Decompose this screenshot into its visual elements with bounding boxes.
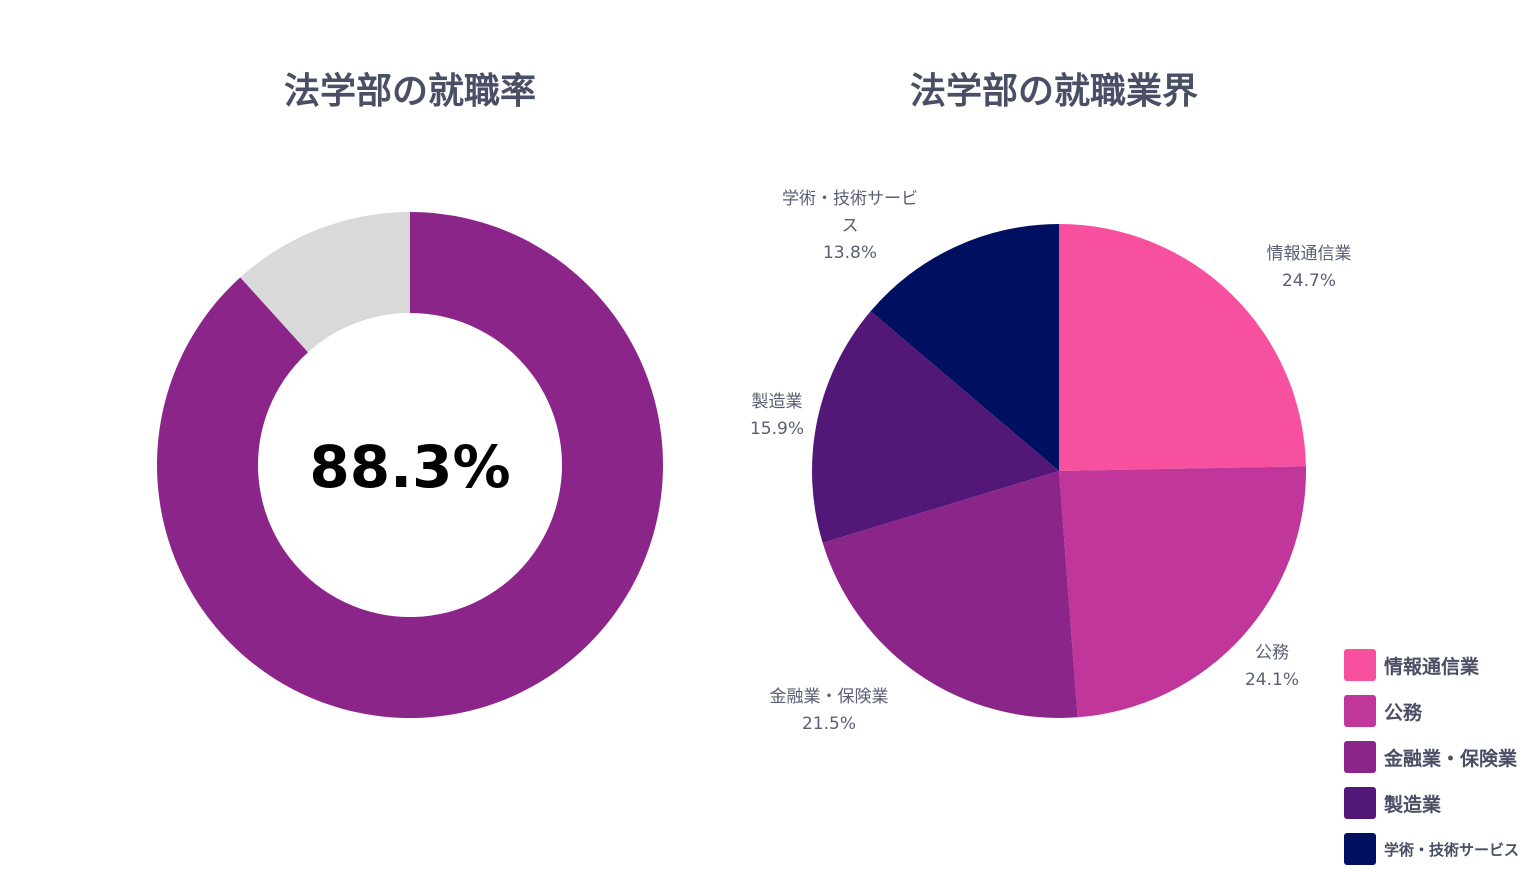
legend-swatch [1344, 833, 1376, 865]
pie-slice-4 [870, 224, 1059, 471]
pie-slice-0 [1059, 224, 1306, 471]
legend-item: 学術・技術サービス [1344, 826, 1519, 872]
donut-segment-0 [156, 212, 663, 719]
legend: 情報通信業公務金融業・保険業 製造業学術・技術サービス [1344, 642, 1519, 872]
pie-category-label-0: 情報通信業 [1267, 244, 1352, 264]
legend-swatch [1344, 695, 1376, 727]
legend-label: 製造業 [1384, 793, 1442, 816]
legend-item: 製造業 [1344, 780, 1519, 826]
legend-label: 公務 [1384, 701, 1423, 724]
legend-swatch [1344, 787, 1376, 819]
pie-data-label-3: 15.9% [750, 419, 804, 439]
pie-slice-3 [811, 311, 1059, 543]
pie-category-label-2: 金融業・保険業 [770, 687, 889, 707]
pie-data-label-0: 24.7% [1282, 271, 1336, 291]
pie-data-label-4: 13.8% [823, 243, 877, 263]
donut-title: 法学部の就職率 [283, 71, 536, 112]
legend-item: 公務 [1344, 688, 1519, 734]
pie-category-label-3: 製造業 [752, 392, 803, 412]
donut-segment-1 [240, 212, 410, 353]
legend-label: 金融業・保険業 [1384, 747, 1518, 770]
pie-title: 法学部の就職業界 [909, 71, 1198, 112]
legend-item: 情報通信業 [1344, 642, 1519, 688]
pie-category-label-4: 学術・技術サービス [782, 189, 918, 236]
legend-swatch [1344, 741, 1376, 773]
pie-data-label-1: 24.1% [1245, 670, 1299, 690]
donut-center-label: 88.3% [309, 433, 510, 501]
legend-label: 情報通信業 [1384, 655, 1480, 678]
pie-category-label-1: 公務 [1255, 643, 1289, 663]
pie-data-label-2: 21.5% [802, 714, 856, 734]
legend-label: 学術・技術サービス [1384, 840, 1520, 859]
pie-slice-1 [1059, 466, 1307, 718]
legend-swatch [1344, 649, 1376, 681]
pie-slice-2 [822, 471, 1078, 718]
legend-item: 金融業・保険業 [1344, 734, 1519, 780]
